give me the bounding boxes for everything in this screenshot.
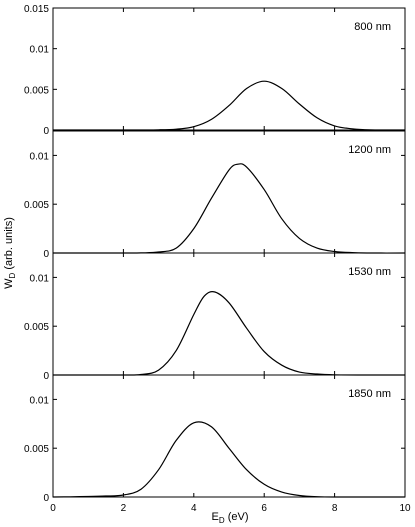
y-axis-label: WD (arb. units) (3, 217, 17, 289)
x-tick-label-6: 10 (399, 503, 411, 514)
series-line-4 (52, 421, 406, 498)
x-tick-label-1: 0 (50, 503, 56, 514)
y-tick-label-3-1: 0 (43, 371, 49, 382)
series-line-1 (53, 80, 406, 131)
panel-label-2: 1200 nm (348, 144, 391, 156)
y-tick-label-2-3: 0.01 (30, 151, 50, 162)
y-tick-label-1-1: 0 (43, 126, 49, 137)
panel-label-4: 1850 nm (348, 388, 391, 400)
y-tick-label-3-3: 0.01 (30, 273, 50, 284)
panel-label-1: 800 nm (354, 21, 391, 33)
y-tick-label-3-2: 0.005 (24, 322, 49, 333)
y-tick-label-2-2: 0.005 (24, 200, 49, 211)
series-line-2 (53, 163, 406, 254)
y-tick-label-1-2: 0.005 (24, 85, 49, 96)
panel-frame-1 (52, 7, 406, 131)
y-tick-label-1-3: 0.01 (30, 45, 50, 56)
x-tick-label-5: 8 (332, 503, 338, 514)
y-tick-label-4-1: 0 (43, 493, 49, 504)
x-tick-label-3: 4 (191, 503, 197, 514)
y-tick-label-2-1: 0 (43, 249, 49, 260)
panel-label-3: 1530 nm (348, 266, 391, 278)
y-tick-label-4-2: 0.005 (24, 444, 49, 455)
y-tick-label-4-3: 0.01 (30, 395, 50, 406)
panel-frame-4 (52, 374, 406, 498)
x-tick-label-2: 2 (121, 503, 127, 514)
series-line-3 (53, 291, 405, 376)
y-tick-label-1-4: 0.015 (24, 4, 49, 15)
x-tick-label-4: 6 (261, 503, 267, 514)
x-axis-label: ED (eV) (212, 511, 249, 525)
